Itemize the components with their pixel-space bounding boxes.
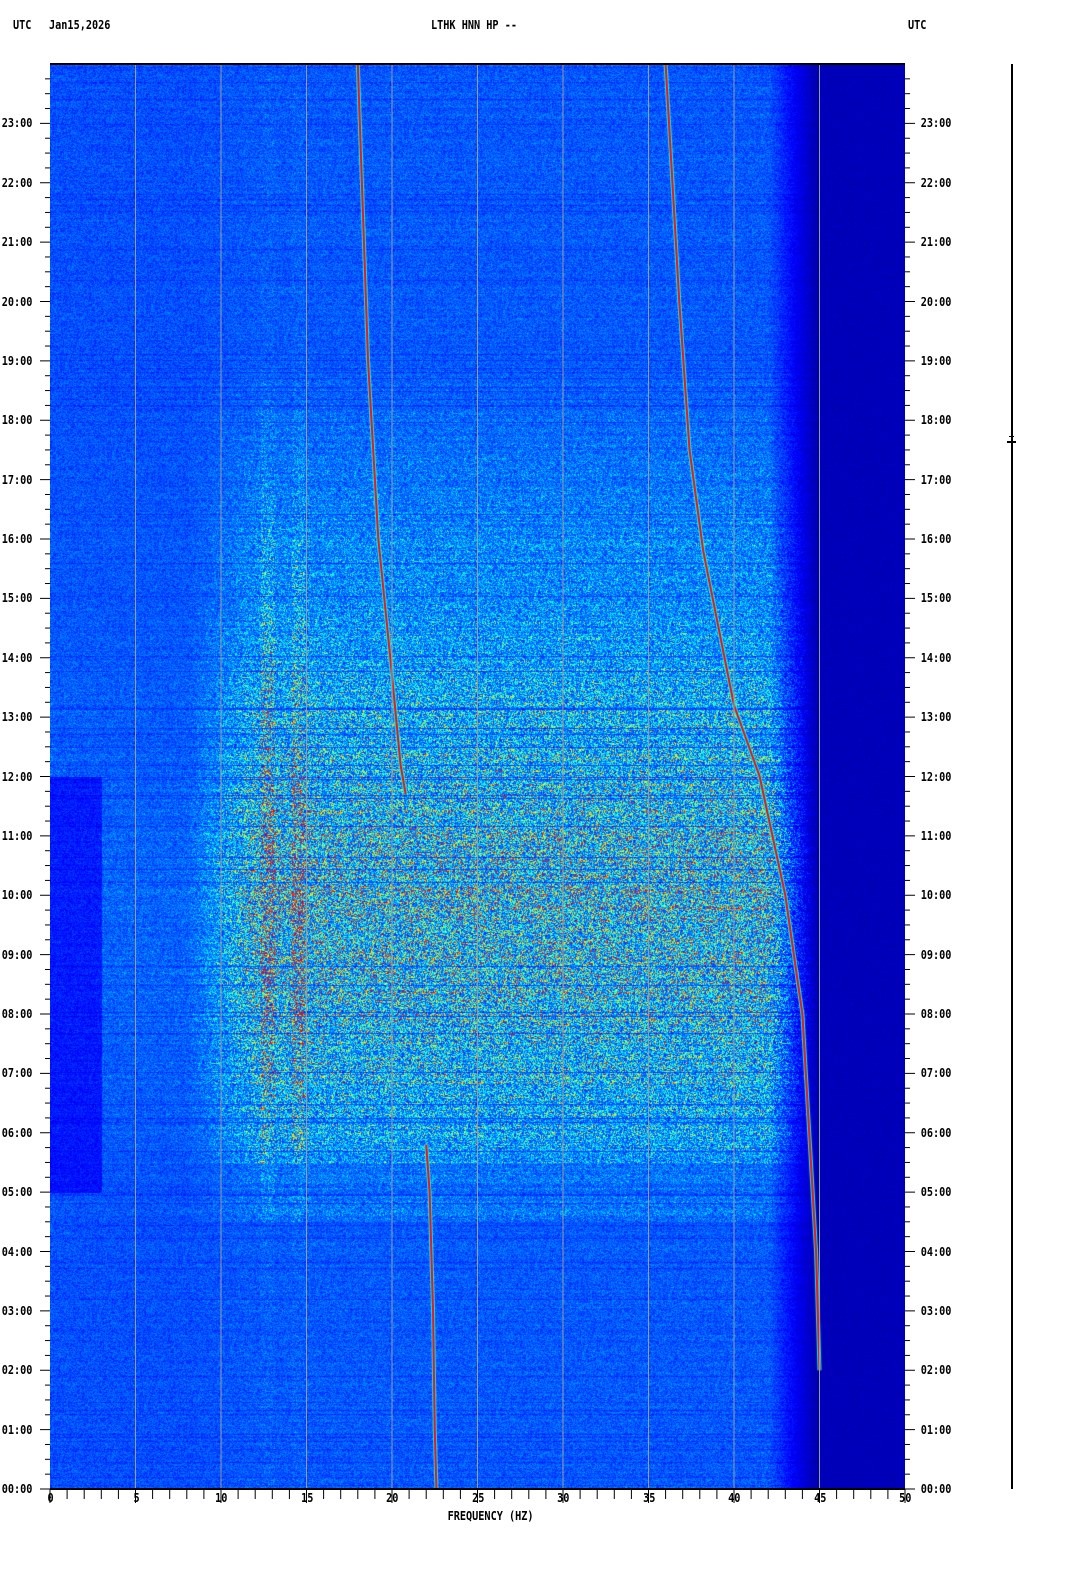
y-tick-label-left: 13:00 <box>1 710 33 725</box>
y-tick-label-right: 03:00 <box>920 1303 952 1318</box>
station-title: LTHK HNN HP -- <box>431 18 517 32</box>
y-tick-label-left: 01:00 <box>1 1422 33 1437</box>
y-tick-label-left: 04:00 <box>1 1244 33 1259</box>
y-tick-label-left: 14:00 <box>1 650 33 665</box>
y-tick-label-left: 00:00 <box>1 1482 33 1496</box>
right-scale-line <box>1011 64 1013 1489</box>
y-tick-label-left: 03:00 <box>1 1303 33 1318</box>
y-tick-label-right: 10:00 <box>920 888 952 903</box>
y-tick-label-right: 17:00 <box>920 472 952 487</box>
y-tick-label-left: 20:00 <box>1 294 33 309</box>
date-label: Jan15,2026 <box>49 18 111 32</box>
y-tick-label-left: 21:00 <box>1 235 33 250</box>
y-tick-label-right: 00:00 <box>920 1482 952 1496</box>
x-tick-label: 25 <box>471 1491 484 1505</box>
y-tick-label-right: 12:00 <box>920 769 952 784</box>
y-tick-label-left: 17:00 <box>1 472 33 487</box>
y-tick-label-right: 09:00 <box>920 947 952 962</box>
y-tick-label-right: 06:00 <box>920 1125 952 1140</box>
right-scale-marker-small <box>1009 436 1014 437</box>
left-timezone-label: UTC <box>13 18 32 32</box>
y-tick-label-left: 19:00 <box>1 353 33 368</box>
x-tick-label: 10 <box>215 1491 228 1505</box>
y-tick-label-right: 14:00 <box>920 650 952 665</box>
y-tick-label-left: 12:00 <box>1 769 33 784</box>
y-tick-label-right: 19:00 <box>920 353 952 368</box>
y-tick-label-left: 18:00 <box>1 413 33 428</box>
y-tick-label-left: 11:00 <box>1 828 33 843</box>
y-tick-label-right: 01:00 <box>920 1422 952 1437</box>
y-tick-label-left: 16:00 <box>1 532 33 546</box>
x-tick-label: 20 <box>386 1491 399 1505</box>
y-tick-label-left: 02:00 <box>1 1363 33 1378</box>
x-tick-label: 50 <box>899 1491 912 1505</box>
y-tick-label-right: 16:00 <box>920 532 952 546</box>
y-tick-label-left: 05:00 <box>1 1185 33 1200</box>
x-tick-label: 0 <box>47 1491 54 1505</box>
y-tick-label-right: 08:00 <box>920 1007 952 1021</box>
y-tick-label-right: 11:00 <box>920 828 952 843</box>
y-tick-label-left: 15:00 <box>1 591 33 606</box>
y-tick-label-right: 02:00 <box>920 1363 952 1378</box>
x-tick-label: 40 <box>728 1491 741 1505</box>
y-tick-label-left: 09:00 <box>1 947 33 962</box>
x-tick-label: 30 <box>557 1491 570 1505</box>
y-tick-label-right: 22:00 <box>920 175 952 190</box>
y-tick-label-right: 20:00 <box>920 294 952 309</box>
x-axis-title: FREQUENCY (HZ) <box>447 1509 534 1523</box>
y-tick-label-left: 07:00 <box>1 1066 33 1081</box>
y-tick-label-right: 18:00 <box>920 413 952 428</box>
x-tick-label: 35 <box>642 1491 655 1505</box>
right-timezone-label: UTC <box>908 18 927 32</box>
y-tick-label-right: 21:00 <box>920 235 952 250</box>
y-tick-label-right: 15:00 <box>920 591 952 606</box>
y-tick-label-left: 22:00 <box>1 175 33 190</box>
y-tick-label-right: 07:00 <box>920 1066 952 1081</box>
y-tick-label-right: 23:00 <box>920 116 952 131</box>
y-tick-label-left: 08:00 <box>1 1007 33 1021</box>
x-tick-label: 45 <box>813 1491 826 1505</box>
right-scale-marker <box>1007 441 1016 443</box>
y-tick-label-left: 23:00 <box>1 116 33 131</box>
y-tick-label-left: 06:00 <box>1 1125 33 1140</box>
y-tick-label-left: 10:00 <box>1 888 33 903</box>
y-tick-label-right: 04:00 <box>920 1244 952 1259</box>
y-tick-label-right: 05:00 <box>920 1185 952 1200</box>
x-tick-label: 15 <box>300 1491 313 1505</box>
y-tick-label-right: 13:00 <box>920 710 952 725</box>
x-tick-label: 5 <box>133 1491 140 1505</box>
